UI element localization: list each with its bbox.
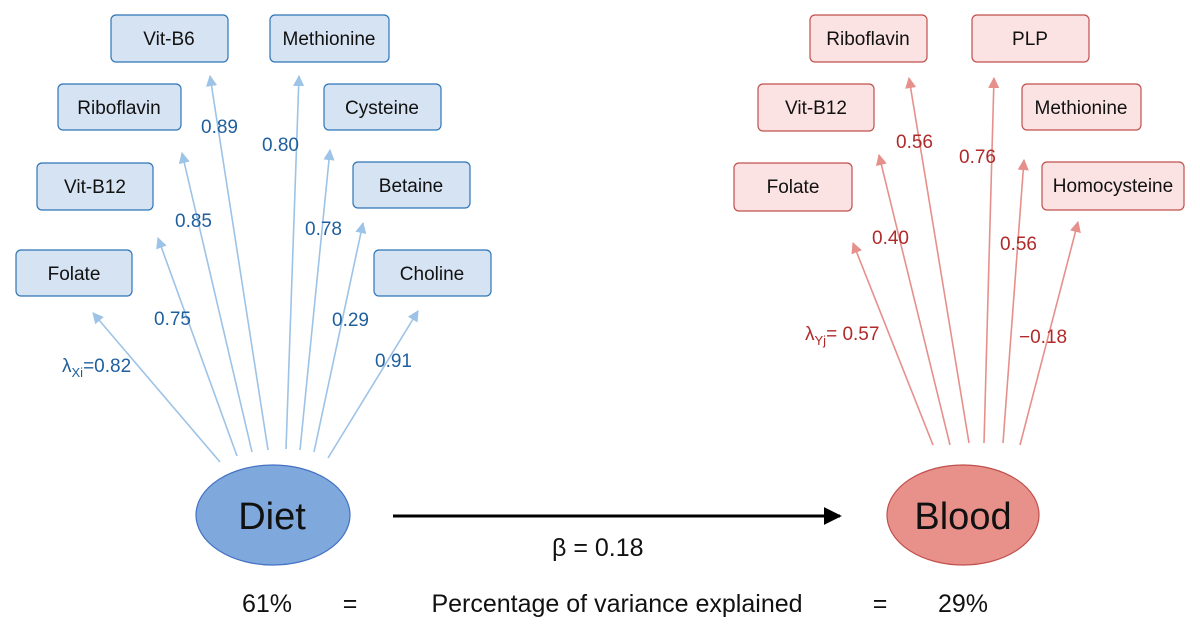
diet-indicator-label: Vit-B12 — [64, 177, 126, 198]
blood-loading-line-homocysteine — [1019, 220, 1081, 446]
blood-indicator-label: Methionine — [1035, 98, 1128, 119]
blood-indicator-riboflavin: Riboflavin — [809, 14, 928, 63]
blood-latent-node: Blood — [886, 464, 1040, 566]
blood-loading-line-folate — [851, 241, 934, 446]
blood-latent-ellipse — [886, 464, 1040, 566]
diet-loading-vit-b6: 0.89 — [201, 117, 238, 138]
lambda-subscript: Xi — [72, 365, 84, 380]
diet-loading-line-methionine — [285, 74, 305, 450]
diet-loading-vit-b12: 0.75 — [154, 309, 191, 330]
diet-loading-lines — [92, 74, 419, 463]
diet-loading-folate: λXi=0.82 — [62, 356, 131, 380]
diet-indicator-folate: Folate — [15, 249, 133, 297]
blood-indicator-homocysteine: Homocysteine — [1041, 161, 1185, 211]
beta-symbol: β — [552, 534, 566, 562]
diet-loading-line-folate — [92, 312, 221, 463]
diet-latent-label: Diet — [238, 496, 306, 538]
blood-indicator-label: Homocysteine — [1053, 176, 1173, 197]
loading-value: 0.82 — [94, 356, 131, 377]
diet-loading-line-betaine — [313, 221, 367, 453]
variance-equals-right: = — [873, 590, 888, 618]
blood-loading-line-riboflavin — [905, 76, 970, 444]
variance-label: Percentage of variance explained — [431, 590, 802, 618]
diet-loading-line-cysteine — [299, 148, 335, 451]
diet-loading-riboflavin: 0.85 — [175, 211, 212, 232]
diet-loading-line-vit-b12 — [156, 236, 238, 457]
diet-loading-methionine: 0.80 — [262, 135, 299, 156]
diet-indicator-label: Cysteine — [345, 98, 419, 119]
diet-variance-value: 61% — [242, 590, 292, 618]
blood-indicator-vit-b12: Vit-B12 — [757, 83, 875, 132]
diet-loading-cysteine: 0.78 — [305, 219, 342, 240]
blood-loading-lines — [851, 76, 1081, 446]
blood-loading-line-methionine — [1002, 158, 1029, 444]
diet-indicator-label: Riboflavin — [77, 98, 160, 119]
lambda-equals: = — [83, 356, 94, 377]
blood-latent-label: Blood — [914, 496, 1011, 538]
diet-loading-line-riboflavin — [178, 151, 253, 453]
diet-indicator-vit-b6: Vit-B6 — [110, 14, 229, 63]
diet-loading-line-choline — [327, 310, 419, 459]
diet-latent-node: Diet — [195, 464, 351, 566]
diet-indicator-label: Betaine — [379, 176, 443, 197]
diet-loading-line-vit-b6 — [206, 74, 269, 451]
diet-indicator-choline: Choline — [373, 249, 492, 297]
beta-value: 0.18 — [595, 534, 644, 562]
blood-indicator-label: Folate — [767, 177, 820, 198]
diet-indicator-label: Folate — [48, 264, 101, 285]
diet-indicator-label: Methionine — [283, 29, 376, 50]
blood-indicator-folate: Folate — [733, 162, 853, 212]
diet-indicator-riboflavin: Riboflavin — [57, 83, 182, 131]
diet-indicator-betaine: Betaine — [352, 161, 471, 209]
blood-loading-homocysteine: −0.18 — [1019, 327, 1067, 348]
diet-indicator-label: Vit-B6 — [143, 29, 194, 50]
loading-value: 0.57 — [842, 324, 879, 345]
diet-loading-betaine: 0.29 — [332, 310, 369, 331]
beta-label: β = 0.18 — [552, 534, 644, 562]
lambda-subscript: Yj — [815, 333, 827, 348]
diet-indicator-methionine: Methionine — [269, 14, 390, 63]
lambda-equals: = — [826, 324, 842, 345]
blood-variance-value: 29% — [938, 590, 988, 618]
lambda-symbol: λ — [805, 324, 815, 345]
diet-indicator-cysteine: Cysteine — [323, 83, 442, 131]
variance-equals-left: = — [343, 590, 358, 618]
blood-loading-methionine: 0.56 — [1000, 234, 1037, 255]
blood-indicator-methionine: Methionine — [1021, 83, 1142, 131]
blood-indicator-label: Vit-B12 — [785, 98, 847, 119]
diet-indicator-label: Choline — [400, 264, 464, 285]
blood-loading-folate: λYj= 0.57 — [805, 324, 879, 348]
blood-loading-riboflavin: 0.56 — [896, 132, 933, 153]
diet-loading-choline: 0.91 — [375, 351, 412, 372]
blood-indicator-plp: PLP — [971, 14, 1090, 63]
blood-indicator-label: Riboflavin — [826, 29, 909, 50]
blood-loading-plp: 0.76 — [959, 147, 996, 168]
diet-indicator-vit-b12: Vit-B12 — [36, 162, 154, 211]
blood-loading-line-vit-b12 — [875, 153, 951, 446]
diet-latent-ellipse — [195, 464, 351, 566]
blood-indicator-label: PLP — [1012, 29, 1048, 50]
lambda-symbol: λ — [62, 356, 72, 377]
blood-loading-vit-b12: 0.40 — [872, 228, 909, 249]
blood-loading-line-plp — [983, 76, 1000, 444]
beta-equals: = — [566, 534, 595, 562]
